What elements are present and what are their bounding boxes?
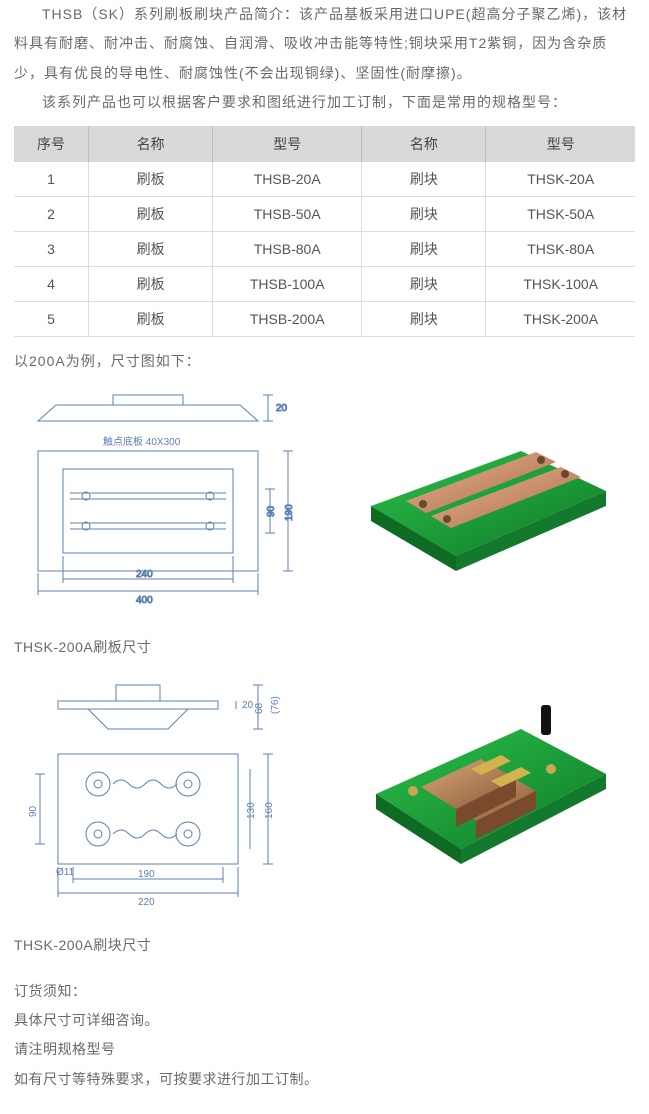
table-row: 2刷板THSB-50A刷块THSK-50A (14, 196, 635, 231)
table-cell: 2 (14, 196, 89, 231)
label-thsb: THSK-200A刷板尺寸 (14, 637, 635, 657)
table-cell: 刷板 (89, 196, 213, 231)
photo-block (337, 699, 635, 889)
table-cell: 刷块 (362, 301, 486, 336)
table-cell: THSK-100A (486, 266, 635, 301)
drawing-block: 20 68 (76) (14, 679, 312, 909)
svg-text:220: 220 (138, 897, 155, 908)
table-cell: THSK-80A (486, 231, 635, 266)
col-header: 名称 (362, 126, 486, 162)
svg-text:68: 68 (254, 702, 265, 714)
table-cell: THSB-80A (213, 231, 362, 266)
svg-text:240: 240 (136, 569, 153, 580)
svg-text:Ø11: Ø11 (56, 867, 75, 878)
note-line: 请注明规格型号 (14, 1035, 635, 1064)
svg-text:20: 20 (242, 700, 254, 711)
table-cell: 刷块 (362, 162, 486, 197)
table-cell: 刷板 (89, 266, 213, 301)
table-cell: 刷板 (89, 162, 213, 197)
svg-text:190: 190 (284, 503, 295, 520)
col-header: 型号 (486, 126, 635, 162)
svg-text:160: 160 (264, 801, 275, 818)
figure-row-board: 20 触点底板 40X300 (14, 391, 635, 611)
table-row: 1刷板THSB-20A刷块THSK-20A (14, 162, 635, 197)
intro-paragraph-2: 该系列产品也可以根据客户要求和图纸进行加工订制，下面是常用的规格型号： (14, 88, 635, 117)
table-cell: THSK-20A (486, 162, 635, 197)
note-line: 具体尺寸可详细咨询。 (14, 1006, 635, 1035)
note-line: 订货须知： (14, 977, 635, 1006)
caption-200a: 以200A为例，尺寸图如下： (14, 351, 635, 371)
note-line: 如有尺寸等特殊要求，可按要求进行加工订制。 (14, 1065, 635, 1094)
figure-row-block: 20 68 (76) (14, 679, 635, 909)
table-cell: THSK-50A (486, 196, 635, 231)
table-cell: 4 (14, 266, 89, 301)
table-cell: 刷板 (89, 231, 213, 266)
table-cell: THSK-200A (486, 301, 635, 336)
table-cell: 5 (14, 301, 89, 336)
label-thsk: THSK-200A刷块尺寸 (14, 935, 635, 955)
svg-text:90: 90 (266, 505, 277, 517)
product-intro: THSB（SK）系列刷板刷块产品简介：该产品基板采用进口UPE(超高分子聚乙烯)… (14, 0, 635, 118)
table-row: 5刷板THSB-200A刷块THSK-200A (14, 301, 635, 336)
table-cell: 刷板 (89, 301, 213, 336)
intro-paragraph-1: THSB（SK）系列刷板刷块产品简介：该产品基板采用进口UPE(超高分子聚乙烯)… (14, 0, 635, 88)
svg-text:130: 130 (246, 801, 257, 818)
table-cell: 3 (14, 231, 89, 266)
col-header: 序号 (14, 126, 89, 162)
svg-text:20: 20 (276, 403, 288, 414)
spec-table: 序号名称型号名称型号 1刷板THSB-20A刷块THSK-20A2刷板THSB-… (14, 126, 635, 337)
table-cell: 刷块 (362, 196, 486, 231)
table-cell: THSB-100A (213, 266, 362, 301)
svg-text:400: 400 (136, 595, 153, 606)
photo-board (337, 416, 635, 586)
svg-text:(76): (76) (270, 696, 281, 714)
table-cell: THSB-20A (213, 162, 362, 197)
svg-text:190: 190 (138, 869, 155, 880)
col-header: 名称 (89, 126, 213, 162)
table-cell: THSB-50A (213, 196, 362, 231)
table-cell: 刷块 (362, 231, 486, 266)
table-row: 4刷板THSB-100A刷块THSK-100A (14, 266, 635, 301)
drawing-board: 20 触点底板 40X300 (14, 391, 312, 611)
col-header: 型号 (213, 126, 362, 162)
svg-text:90: 90 (28, 805, 39, 817)
order-notes: 订货须知： 具体尺寸可详细咨询。 请注明规格型号 如有尺寸等特殊要求，可按要求进… (14, 977, 635, 1095)
table-row: 3刷板THSB-80A刷块THSK-80A (14, 231, 635, 266)
svg-text:触点底板 40X300: 触点底板 40X300 (103, 435, 181, 448)
table-cell: 1 (14, 162, 89, 197)
table-cell: THSB-200A (213, 301, 362, 336)
table-cell: 刷块 (362, 266, 486, 301)
